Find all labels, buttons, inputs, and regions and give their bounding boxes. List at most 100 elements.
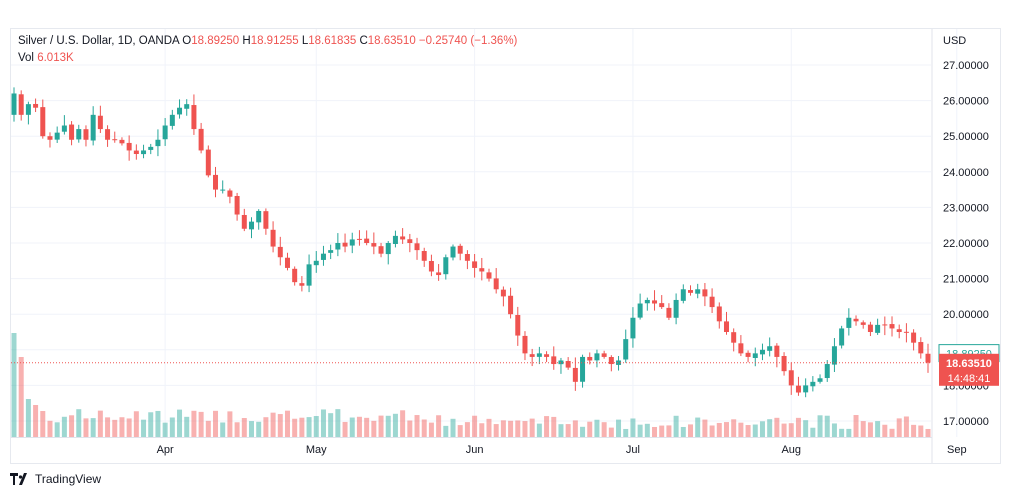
candle-body [889, 324, 895, 329]
candle-body [428, 261, 434, 272]
candle-body [400, 236, 406, 240]
candle-body [572, 367, 578, 382]
volume-bar [90, 418, 96, 437]
high-label: H [242, 35, 251, 47]
axis-layer: 27.00000 26.00000 25.00000 24.00000 23.00000… [11, 29, 1000, 463]
countdown-label: 14:48:41 [948, 373, 991, 385]
volume-bar [292, 418, 298, 437]
volume-bar [105, 417, 111, 437]
volume-bar [637, 424, 643, 437]
volume-bar [673, 415, 679, 437]
candle-body [227, 190, 233, 197]
candle-body [126, 142, 132, 151]
x-tick-label: Jun [466, 444, 484, 456]
volume-bar [378, 415, 384, 437]
volume-bar [227, 411, 233, 437]
candle-body [839, 328, 845, 346]
volume-bar [256, 421, 262, 437]
candle-body [141, 150, 147, 155]
candle-body [486, 272, 492, 279]
volume-legend: Vol 6.013K [18, 52, 74, 64]
candle-body [731, 332, 737, 343]
volume-bar [781, 423, 787, 437]
open-label: O [182, 35, 192, 47]
candle-body [184, 104, 190, 109]
candle-body [803, 385, 809, 393]
tradingview-brand: TradingView [35, 472, 102, 486]
volume-bar [536, 423, 542, 437]
candle-body [378, 246, 384, 254]
volume-bar [803, 420, 809, 437]
volume-bar [860, 421, 866, 437]
candle-body [500, 289, 506, 297]
volume-bar [515, 420, 521, 437]
candle-body [97, 115, 103, 130]
volume-bar [903, 416, 909, 437]
ohlc-legend: Silver / U.S. Dollar, 1D, OANDA O18.8925… [18, 35, 517, 47]
volume-bar [882, 424, 888, 437]
volume-bar [846, 428, 852, 437]
volume-bar [867, 422, 873, 437]
volume-bar [263, 417, 269, 437]
volume-bar [529, 418, 535, 437]
close-label: C [359, 35, 368, 47]
symbol-title[interactable]: Silver / U.S. Dollar, 1D, OANDA [18, 35, 180, 47]
volume-bar [306, 417, 312, 437]
vol-label[interactable]: Vol [18, 52, 34, 64]
x-tick-label: Sep [947, 444, 967, 456]
volume-bar [371, 420, 377, 437]
volume-bar [479, 423, 485, 437]
x-tick-label: May [306, 444, 327, 456]
candle-body [472, 261, 478, 268]
candle-body [414, 243, 420, 251]
candle-body [536, 353, 542, 357]
volume-bar [666, 425, 672, 437]
volume-bar [659, 425, 665, 437]
candle-body [508, 295, 514, 315]
candle-body [745, 352, 751, 357]
currency-label: USD [943, 35, 966, 47]
grid-layer [11, 29, 958, 437]
volume-bar [486, 418, 492, 437]
candle-body [911, 332, 917, 343]
volume-bar [544, 416, 550, 437]
volume-bar [731, 419, 737, 437]
candle-body [896, 329, 902, 332]
volume-bar [335, 409, 341, 437]
volume-bar [695, 417, 701, 437]
candle-body [903, 331, 909, 333]
volume-bar [839, 428, 845, 437]
volume-bar [133, 411, 139, 437]
volume-bar [119, 417, 125, 437]
candle-body [752, 353, 758, 358]
candle-body [407, 239, 413, 243]
volume-bar [450, 418, 456, 437]
candle-body [83, 129, 89, 140]
tradingview-logo-icon [10, 473, 27, 485]
candle-body [587, 356, 593, 361]
candle-body [69, 124, 75, 140]
volume-bar [47, 420, 53, 437]
candle-body [630, 317, 636, 339]
candle-body [450, 246, 456, 258]
candle-body [320, 253, 326, 260]
volume-bar [364, 417, 370, 437]
volume-bar [702, 419, 708, 437]
volume-bar [436, 415, 442, 437]
candle-body [464, 254, 470, 261]
volume-bar [61, 416, 67, 437]
tradingview-footer[interactable]: TradingView [10, 472, 101, 486]
volume-bar [40, 411, 46, 437]
volume-bar [911, 424, 917, 437]
candle-body [162, 125, 168, 140]
volume-bar [299, 417, 305, 437]
volume-bar [551, 416, 557, 437]
candle-body [774, 345, 780, 357]
volume-bar [313, 416, 319, 437]
candle-body [25, 104, 31, 115]
candle-body [33, 103, 39, 108]
volume-bar [601, 422, 607, 437]
volume-bar [709, 425, 715, 437]
candle-body [817, 378, 823, 382]
